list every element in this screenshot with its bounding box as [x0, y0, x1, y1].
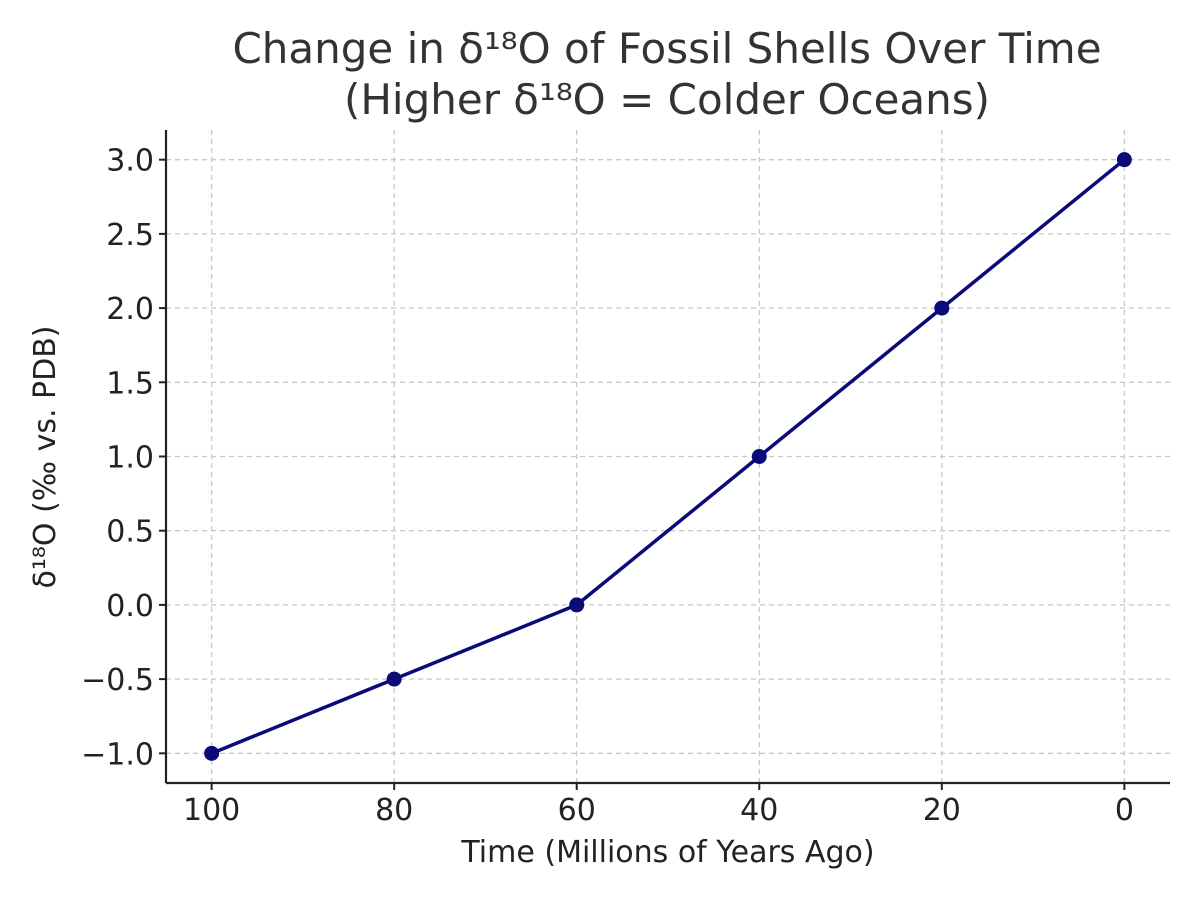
- data-point: [569, 597, 585, 613]
- data-point: [1116, 152, 1132, 168]
- y-tick-label: 2.5: [106, 218, 154, 253]
- series: [204, 152, 1132, 761]
- x-tick-label: 20: [923, 793, 961, 828]
- y-tick-label: −0.5: [81, 663, 154, 698]
- y-axis-label: δ¹⁸O (‰ vs. PDB): [28, 326, 63, 589]
- series-line: [210, 158, 1126, 755]
- x-tick-label: 100: [183, 793, 240, 828]
- x-axis-label: Time (Millions of Years Ago): [460, 835, 874, 870]
- data-point: [751, 449, 767, 464]
- x-tick-label: 0: [1115, 793, 1134, 828]
- chart-title-line-1: Change in δ¹⁸O of Fossil Shells Over Tim…: [232, 24, 1101, 73]
- y-ticks: −1.0 −0.5 0.0 0.5 1.0 1.5 2.0 2.5 3.0: [81, 144, 166, 772]
- x-ticks: 100 80 60 40 20 0: [183, 783, 1134, 828]
- x-tick-label: 60: [558, 793, 596, 828]
- y-tick-label: −1.0: [81, 737, 154, 772]
- x-tick-label: 80: [375, 793, 413, 828]
- data-point: [934, 300, 950, 316]
- y-tick-label: 3.0: [106, 144, 154, 179]
- y-tick-label: 2.0: [106, 292, 154, 327]
- y-tick-label: 0.0: [106, 589, 154, 624]
- y-tick-label: 1.5: [106, 366, 154, 401]
- axes: [164, 130, 1170, 785]
- data-point: [386, 671, 402, 687]
- grid: [166, 130, 1170, 783]
- x-tick-label: 40: [740, 793, 778, 828]
- data-point: [204, 745, 220, 761]
- y-tick-label: 1.0: [106, 441, 154, 476]
- chart-title-line-2: (Higher δ¹⁸O = Colder Oceans): [344, 75, 990, 124]
- y-tick-label: 0.5: [106, 515, 154, 550]
